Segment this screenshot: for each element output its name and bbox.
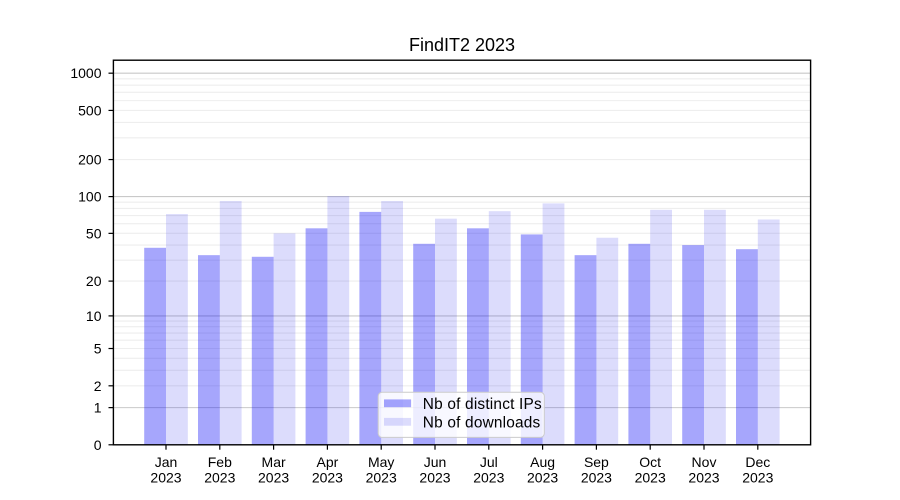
svg-text:2023: 2023 <box>366 469 397 485</box>
svg-text:2023: 2023 <box>312 469 343 485</box>
svg-text:1000: 1000 <box>70 65 101 81</box>
svg-text:2023: 2023 <box>581 469 612 485</box>
svg-text:FindIT2 2023: FindIT2 2023 <box>409 35 515 55</box>
svg-text:Sep: Sep <box>584 454 609 470</box>
svg-text:100: 100 <box>78 189 102 205</box>
svg-text:500: 500 <box>78 102 102 118</box>
svg-text:Apr: Apr <box>317 454 339 470</box>
svg-text:200: 200 <box>78 152 102 168</box>
svg-text:50: 50 <box>86 225 102 241</box>
svg-text:Dec: Dec <box>745 454 770 470</box>
svg-text:Jul: Jul <box>480 454 498 470</box>
svg-text:2023: 2023 <box>473 469 504 485</box>
svg-text:Nov: Nov <box>692 454 717 470</box>
svg-text:Nb of downloads: Nb of downloads <box>423 414 541 431</box>
svg-text:2023: 2023 <box>150 469 181 485</box>
svg-text:20: 20 <box>86 273 102 289</box>
svg-text:2023: 2023 <box>688 469 719 485</box>
svg-text:Aug: Aug <box>530 454 555 470</box>
svg-text:Oct: Oct <box>639 454 661 470</box>
svg-text:2023: 2023 <box>527 469 558 485</box>
svg-text:Mar: Mar <box>262 454 286 470</box>
svg-text:May: May <box>368 454 394 470</box>
svg-text:2023: 2023 <box>204 469 235 485</box>
svg-text:2023: 2023 <box>258 469 289 485</box>
svg-text:Jun: Jun <box>424 454 447 470</box>
svg-text:2023: 2023 <box>742 469 773 485</box>
svg-text:2023: 2023 <box>635 469 666 485</box>
svg-text:0: 0 <box>94 437 102 453</box>
svg-text:2023: 2023 <box>419 469 450 485</box>
svg-text:Feb: Feb <box>208 454 232 470</box>
svg-text:Nb of distinct IPs: Nb of distinct IPs <box>423 396 542 413</box>
svg-text:Jan: Jan <box>155 454 178 470</box>
svg-text:10: 10 <box>86 308 102 324</box>
svg-text:2: 2 <box>94 378 102 394</box>
svg-text:1: 1 <box>94 400 102 416</box>
svg-text:5: 5 <box>94 341 102 357</box>
